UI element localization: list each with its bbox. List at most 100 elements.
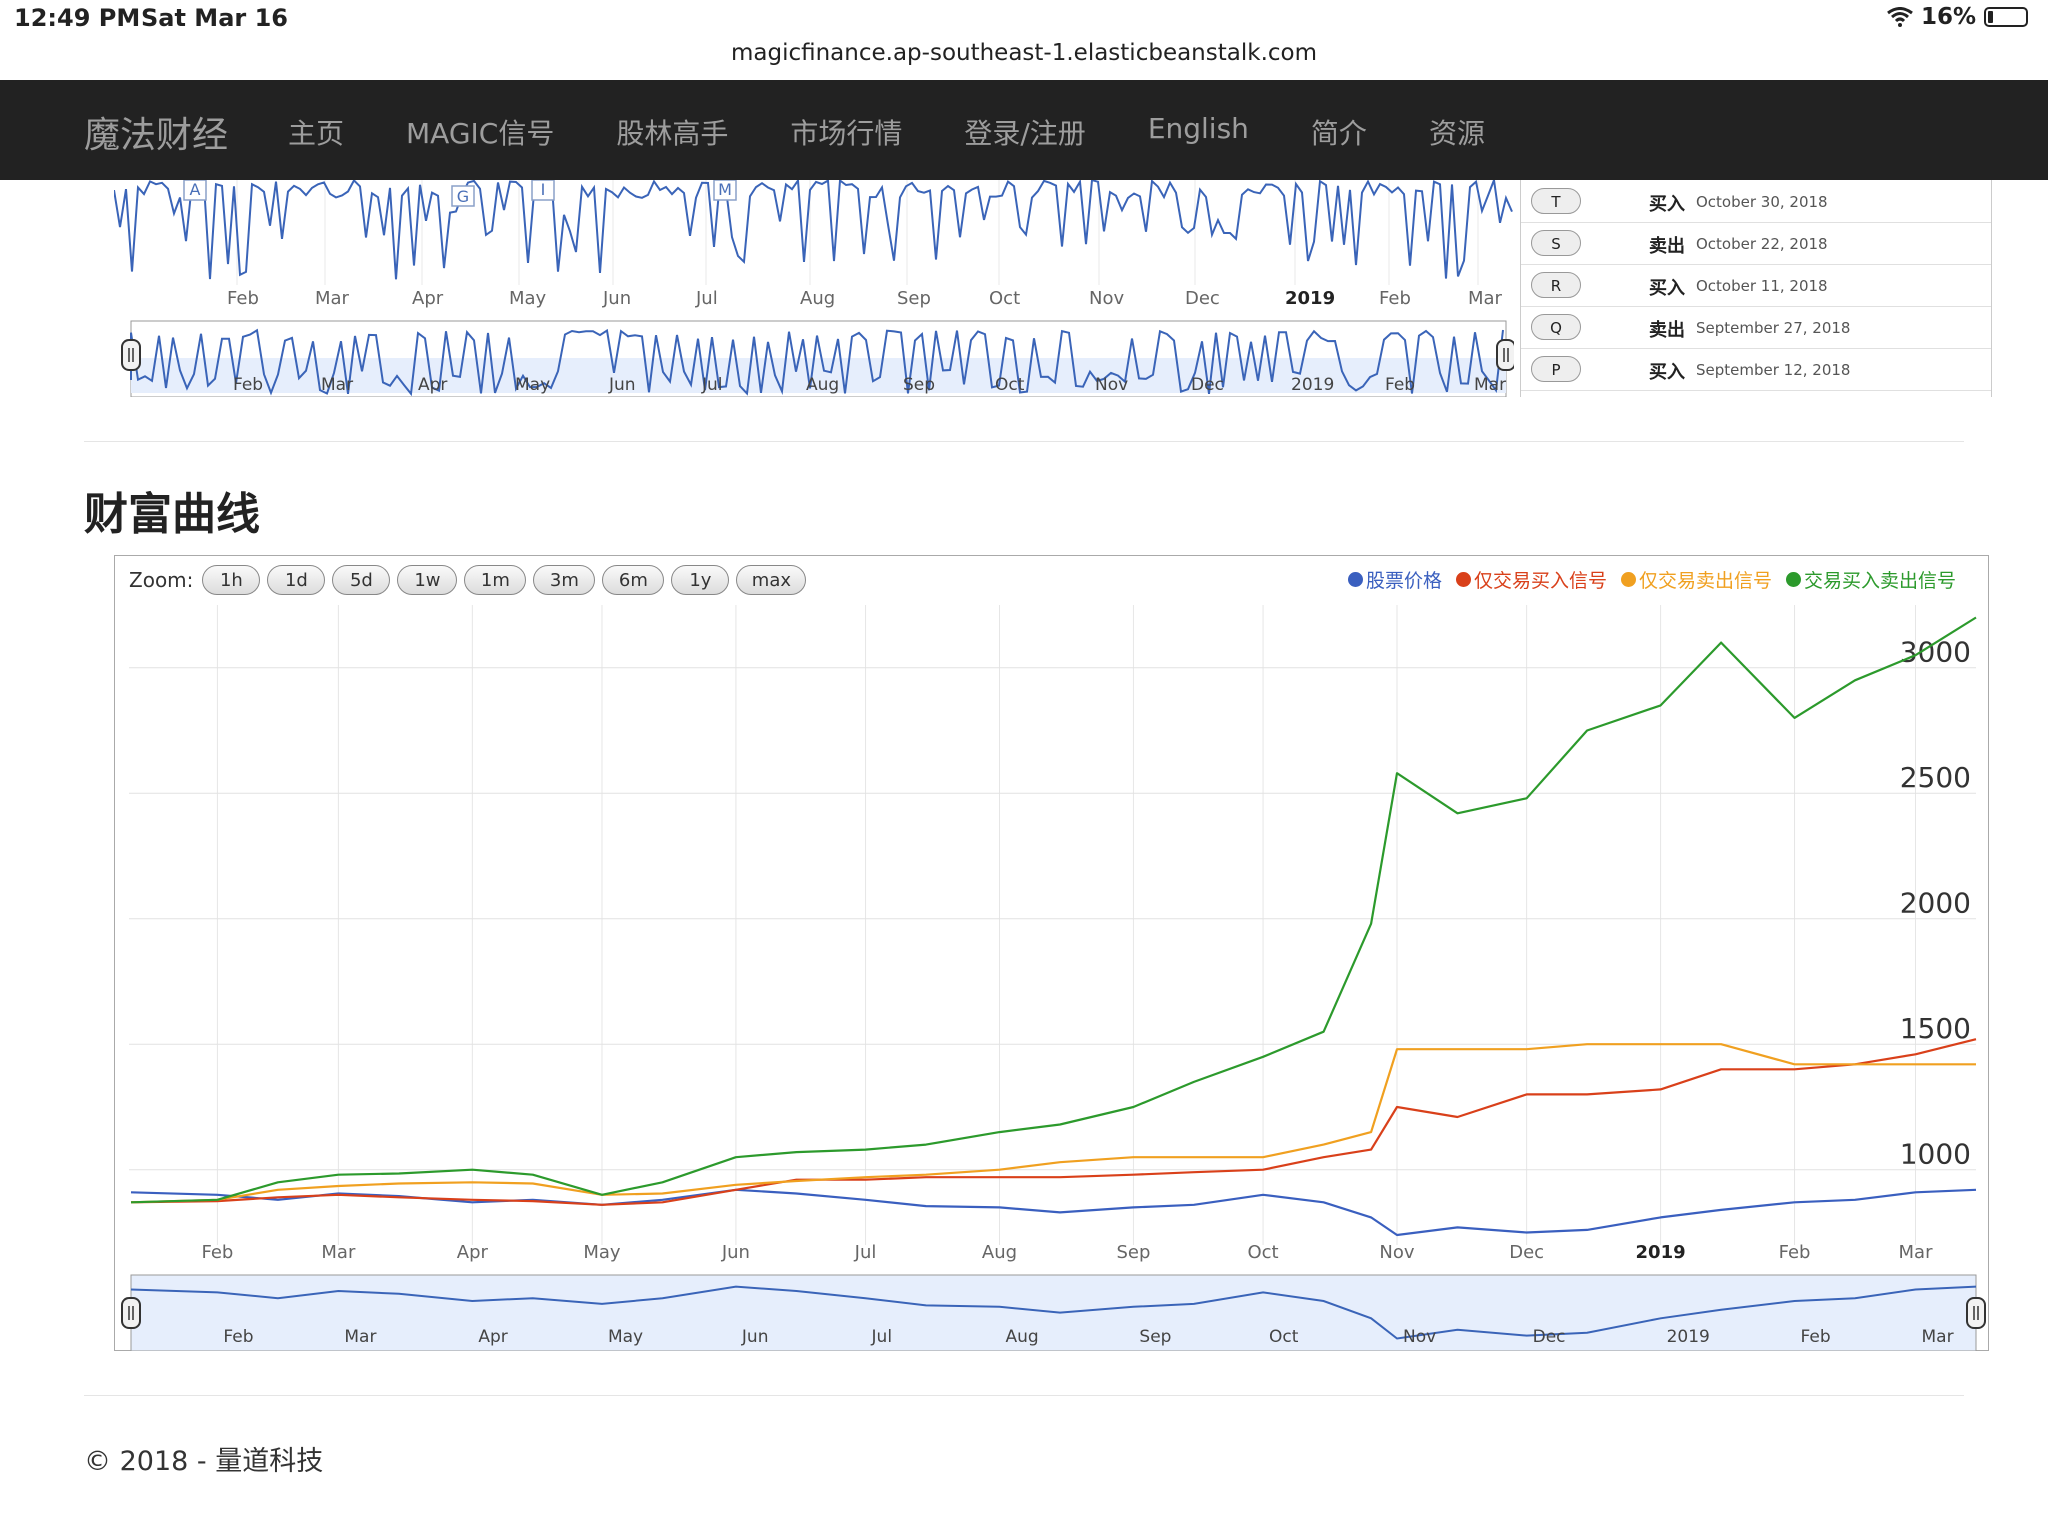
y-axis-tick-label: 2500 <box>1900 761 1971 794</box>
top-axis-tick-label: May <box>509 288 547 309</box>
divider <box>84 1395 1964 1396</box>
navigator-tick-label: Apr <box>418 375 447 395</box>
signal-marker-label: I <box>541 180 546 199</box>
series-line-2 <box>130 1043 1976 1204</box>
navigator-handle[interactable] <box>1496 339 1514 371</box>
signal-id-badge[interactable]: T <box>1531 188 1581 214</box>
navigator-tick-label: Feb <box>1801 1327 1831 1347</box>
signal-marker[interactable]: G <box>451 185 475 207</box>
signal-action: 卖出 <box>1649 320 1685 341</box>
nav-experts[interactable]: 股林高手 <box>616 117 729 150</box>
nav-about[interactable]: 简介 <box>1310 117 1367 150</box>
navigator-handle[interactable] <box>121 339 141 371</box>
signal-row[interactable]: Q 卖出 September 27, 2018 <box>1521 306 1991 349</box>
zoom-1h-button[interactable]: 1h <box>202 565 261 595</box>
navigator-tick-label: Mar <box>321 375 353 395</box>
signal-marker[interactable]: A <box>183 180 207 201</box>
x-axis-tick-label: Feb <box>201 1242 233 1263</box>
navigator-fill <box>130 1274 1977 1351</box>
nav-english[interactable]: English <box>1147 112 1249 145</box>
top-axis-tick-label: Feb <box>227 288 259 309</box>
signal-row[interactable]: S 卖出 October 22, 2018 <box>1521 222 1991 265</box>
signal-row[interactable]: O卖出August 27, 2018 <box>1521 390 1991 397</box>
zoom-3m-button[interactable]: 3m <box>533 565 596 595</box>
zoom-1m-button[interactable]: 1m <box>464 565 527 595</box>
navigator-tick-label: Jul <box>701 375 723 395</box>
status-bar: 12:49 PM Sat Mar 16 magicfinance.ap-sout… <box>0 0 2048 80</box>
signal-id-badge[interactable]: R <box>1531 272 1581 298</box>
top-axis-tick-label: Mar <box>315 288 350 309</box>
wifi-icon <box>1887 7 1913 27</box>
signal-id-badge[interactable]: S <box>1531 230 1581 256</box>
zoom-1d-button[interactable]: 1d <box>267 565 326 595</box>
navigator-tick-label: Jun <box>741 1327 769 1347</box>
nav-resources[interactable]: 资源 <box>1428 117 1485 150</box>
signal-chart[interactable]: A G I M Feb Mar Apr May Jun Jul Aug Sep Oct Nov Dec 201… <box>114 180 1514 397</box>
brand-logo[interactable]: 魔法财经 <box>84 115 229 156</box>
x-axis-tick-label: Mar <box>1899 1242 1934 1263</box>
navigator-handle[interactable] <box>1966 1297 1986 1329</box>
signal-marker-label: G <box>457 187 469 206</box>
zoom-1w-button[interactable]: 1w <box>397 565 458 595</box>
y-axis-tick-label: 1500 <box>1900 1012 1971 1045</box>
x-axis-tick-label: Nov <box>1379 1242 1414 1263</box>
legend-dot-icon <box>1347 572 1363 587</box>
legend-item[interactable]: 股票价格 <box>1347 566 1442 593</box>
signal-row[interactable]: T 买入 October 30, 2018 <box>1521 180 1991 223</box>
zoom-5d-button[interactable]: 5d <box>332 565 391 595</box>
zoom-1y-button[interactable]: 1y <box>671 565 730 595</box>
signal-id-badge[interactable]: Q <box>1531 314 1581 340</box>
legend-dot-icon <box>1785 572 1801 587</box>
x-axis-tick-label: Apr <box>457 1242 489 1263</box>
top-axis-tick-label: Feb <box>1379 288 1411 309</box>
x-axis-tick-label: Dec <box>1509 1242 1544 1263</box>
navigator-tick-label: Nov <box>1403 1327 1436 1347</box>
x-axis-tick-label: Aug <box>982 1242 1017 1263</box>
zoom-6m-button[interactable]: 6m <box>602 565 665 595</box>
top-axis-tick-label: Oct <box>989 288 1020 309</box>
navigator-tick-label: Jul <box>871 1327 893 1347</box>
status-time: 12:49 PM <box>14 4 141 32</box>
top-axis-tick-label: Jul <box>695 288 718 309</box>
top-axis-tick-label: 2019 <box>1285 288 1335 309</box>
navigator-tick-label: Oct <box>1269 1327 1299 1347</box>
divider <box>84 441 1964 442</box>
navigator-tick-label: Oct <box>995 375 1025 395</box>
top-axis-tick-label: Sep <box>897 288 931 309</box>
signal-marker[interactable]: I <box>531 180 555 201</box>
navigator-handle[interactable] <box>121 1297 141 1329</box>
signal-row[interactable]: P 买入 September 12, 2018 <box>1521 348 1991 391</box>
x-axis-tick-label: Oct <box>1247 1242 1278 1263</box>
signal-marker[interactable]: M <box>713 180 737 201</box>
y-axis-tick-label: 1000 <box>1900 1138 1971 1171</box>
signal-id-badge[interactable]: P <box>1531 356 1581 382</box>
address-bar-url[interactable]: magicfinance.ap-southeast-1.elasticbeans… <box>730 40 1318 66</box>
navigator-tick-label: Aug <box>1005 1327 1038 1347</box>
legend-label: 仅交易卖出信号 <box>1638 570 1772 592</box>
nav-market[interactable]: 市场行情 <box>790 117 903 150</box>
legend-item[interactable]: 仅交易卖出信号 <box>1620 566 1772 593</box>
zoom-max-button[interactable]: max <box>736 565 807 595</box>
signal-row[interactable]: R 买入 October 11, 2018 <box>1521 264 1991 307</box>
top-axis-tick-label: Nov <box>1089 288 1124 309</box>
series-line-3 <box>130 616 1977 1204</box>
top-axis-tick-label: Mar <box>1468 288 1503 309</box>
x-axis-tick-label: Feb <box>1779 1242 1811 1263</box>
nav-links: 主页 MAGIC信号 股林高手 市场行情 登录/注册 English 简介 资源 <box>288 112 1547 152</box>
top-axis-tick-label: Apr <box>412 288 444 309</box>
wealth-chart[interactable]: 1000 1500 2000 2500 3000 Feb Mar Apr May Jun Jul Au… <box>114 590 1989 1351</box>
legend-item[interactable]: 交易买入卖出信号 <box>1785 566 1956 593</box>
navigator-tick-label: 2019 <box>1291 375 1334 395</box>
chart-legend: 股票价格 仅交易买入信号 仅交易卖出信号 交易买入卖出信号 <box>1347 566 1956 593</box>
navigator-tick-label: Mar <box>1474 375 1506 395</box>
x-axis-tick-label: Jun <box>721 1242 750 1263</box>
nav-magic-signals[interactable]: MAGIC信号 <box>406 117 555 150</box>
navigator-tick-label: Sep <box>903 375 935 395</box>
legend-item[interactable]: 仅交易买入信号 <box>1455 566 1607 593</box>
navigator-tick-label: Jun <box>608 375 636 395</box>
signal-date: October 22, 2018 <box>1696 235 1828 253</box>
nav-login[interactable]: 登录/注册 <box>964 117 1086 150</box>
nav-home[interactable]: 主页 <box>288 117 345 150</box>
x-axis-tick-label: 2019 <box>1636 1242 1686 1263</box>
top-axis-tick-label: Dec <box>1185 288 1220 309</box>
